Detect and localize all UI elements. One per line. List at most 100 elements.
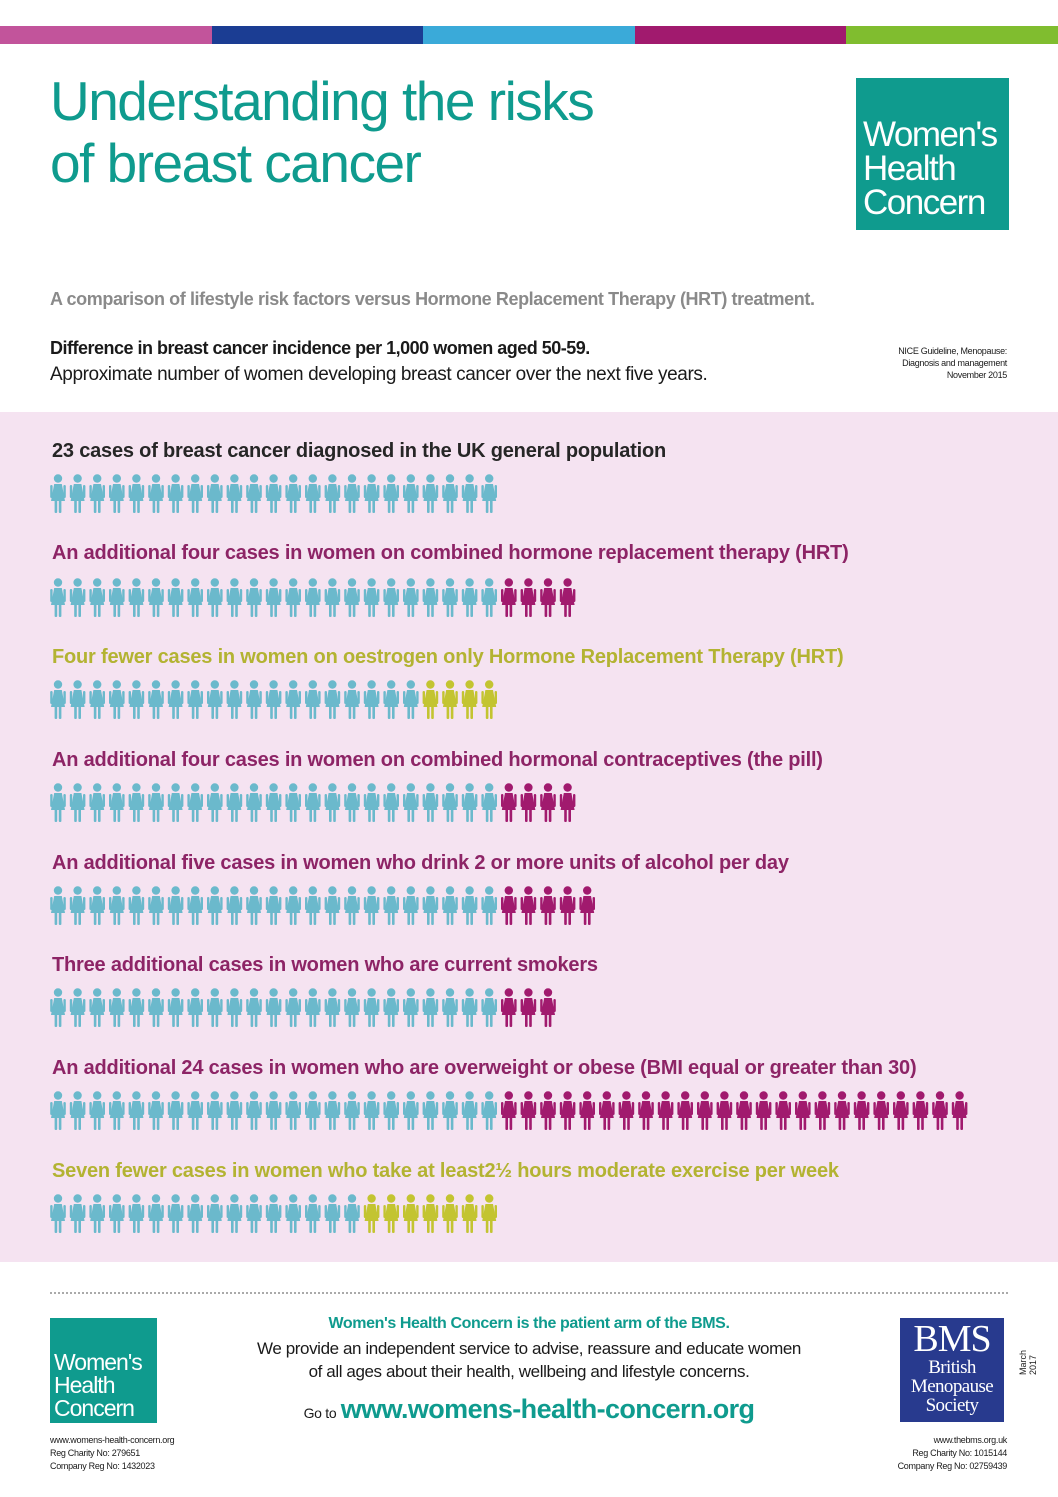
website-link[interactable]: www.womens-health-concern.org — [340, 1394, 755, 1424]
woman-icon-base — [461, 474, 478, 513]
woman-icon-base — [265, 783, 282, 822]
woman-icon-base — [128, 988, 145, 1027]
woman-icon-base — [187, 988, 203, 1027]
woman-icon-base — [344, 578, 360, 617]
woman-icon-base — [246, 474, 262, 513]
woman-icon-additional — [501, 886, 517, 925]
woman-icon-base — [128, 680, 145, 719]
woman-icon-base — [481, 886, 497, 925]
woman-icon-base — [187, 680, 203, 719]
risk-row-label: An additional 24 cases in women who are … — [52, 1057, 917, 1079]
woman-icon-base — [128, 783, 145, 822]
woman-icon-additional — [912, 1091, 929, 1130]
bms-charity-no: Reg Charity No: 1015144 — [912, 1448, 1007, 1458]
bms-web[interactable]: www.thebms.org.uk — [933, 1435, 1008, 1445]
woman-icon-base — [481, 578, 497, 617]
whc-contact: www.womens-health-concern.org Reg Charit… — [50, 1434, 175, 1473]
woman-icon-base — [461, 783, 478, 822]
woman-icon-base — [148, 783, 164, 822]
woman-icon-fewer — [403, 1194, 419, 1233]
footer-logo-line-1: Women's — [54, 1349, 143, 1375]
woman-icon-base — [285, 1091, 301, 1130]
woman-icon-base — [481, 1091, 497, 1130]
top-bar-segment — [0, 26, 212, 44]
woman-icon-additional — [893, 1091, 909, 1130]
woman-icon-base — [69, 886, 86, 925]
woman-icon-base — [363, 474, 380, 513]
woman-icon-base — [305, 783, 321, 822]
logo-line-1: Women's — [863, 115, 998, 154]
woman-icon-base — [305, 886, 321, 925]
woman-icon-base — [207, 474, 223, 513]
logo-line-2: Health — [863, 149, 957, 188]
woman-icon-base — [422, 474, 439, 513]
woman-icon-base — [403, 1091, 419, 1130]
woman-icon-base — [383, 988, 399, 1027]
woman-icon-base — [344, 474, 360, 513]
woman-icon-additional — [559, 1091, 576, 1130]
woman-icon-fewer — [481, 1194, 497, 1233]
woman-icon-base — [50, 680, 66, 719]
woman-icon-base — [50, 886, 66, 925]
incidence-subheading: Approximate number of women developing b… — [50, 364, 708, 385]
source-line-3: November 2015 — [946, 370, 1007, 380]
risk-row-label: Seven fewer cases in women who take at l… — [52, 1160, 839, 1182]
woman-icon-base — [481, 988, 497, 1027]
woman-icon-base — [167, 783, 184, 822]
woman-icon-base — [167, 1091, 184, 1130]
woman-icon-fewer — [461, 1194, 478, 1233]
woman-icon-base — [324, 988, 341, 1027]
woman-icon-base — [109, 783, 125, 822]
whc-web[interactable]: www.womens-health-concern.org — [50, 1435, 175, 1445]
woman-icon-base — [383, 783, 399, 822]
woman-icon-base — [89, 783, 105, 822]
bms-contact: www.thebms.org.uk Reg Charity No: 101514… — [880, 1434, 1008, 1473]
woman-icon-base — [363, 1091, 380, 1130]
woman-icon-base — [109, 988, 125, 1027]
footer-description: We provide an independent service to adv… — [200, 1337, 858, 1383]
pictogram-row — [50, 680, 497, 719]
woman-icon-base — [69, 474, 86, 513]
woman-icon-base — [442, 886, 458, 925]
goto-label: Go to — [303, 1405, 337, 1421]
woman-icon-base — [246, 578, 262, 617]
woman-icon-base — [226, 988, 243, 1027]
woman-icon-base — [187, 578, 203, 617]
title-line-2: of breast cancer — [50, 132, 422, 194]
woman-icon-base — [344, 988, 360, 1027]
woman-icon-base — [265, 578, 282, 617]
woman-icon-base — [167, 988, 184, 1027]
woman-icon-base — [324, 578, 341, 617]
woman-icon-base — [148, 680, 164, 719]
footer-tagline: Women's Health Concern is the patient ar… — [328, 1315, 730, 1332]
top-bar-segment — [846, 26, 1058, 44]
woman-icon-base — [50, 1194, 66, 1233]
footer-logo-line-2: Health — [54, 1372, 115, 1398]
woman-icon-base — [167, 1194, 184, 1233]
woman-icon-additional — [579, 886, 595, 925]
woman-icon-base — [344, 886, 360, 925]
woman-icon-base — [226, 474, 243, 513]
pictogram-row — [50, 886, 595, 925]
footer-desc-line-1: We provide an independent service to adv… — [257, 1339, 801, 1358]
risk-row-label: An additional four cases in women on com… — [52, 542, 849, 564]
woman-icon-additional — [677, 1091, 693, 1130]
title-line-1: Understanding the risks — [50, 70, 595, 132]
woman-icon-base — [207, 680, 223, 719]
woman-icon-base — [481, 474, 497, 513]
woman-icon-additional — [540, 783, 556, 822]
woman-icon-base — [50, 474, 66, 513]
woman-icon-base — [265, 1091, 282, 1130]
woman-icon-base — [324, 1194, 341, 1233]
woman-icon-base — [128, 1091, 145, 1130]
pictogram-row — [50, 988, 556, 1027]
woman-icon-additional — [716, 1091, 733, 1130]
woman-icon-base — [69, 783, 86, 822]
woman-icon-fewer — [363, 1194, 380, 1233]
risk-row-label: Four fewer cases in women on oestrogen o… — [52, 646, 844, 668]
whc-charity-no: Reg Charity No: 279651 — [50, 1448, 140, 1458]
woman-icon-base — [246, 886, 262, 925]
woman-icon-additional — [736, 1091, 752, 1130]
bms-logo: BMS British Menopause Society — [900, 1318, 1004, 1422]
woman-icon-base — [128, 1194, 145, 1233]
